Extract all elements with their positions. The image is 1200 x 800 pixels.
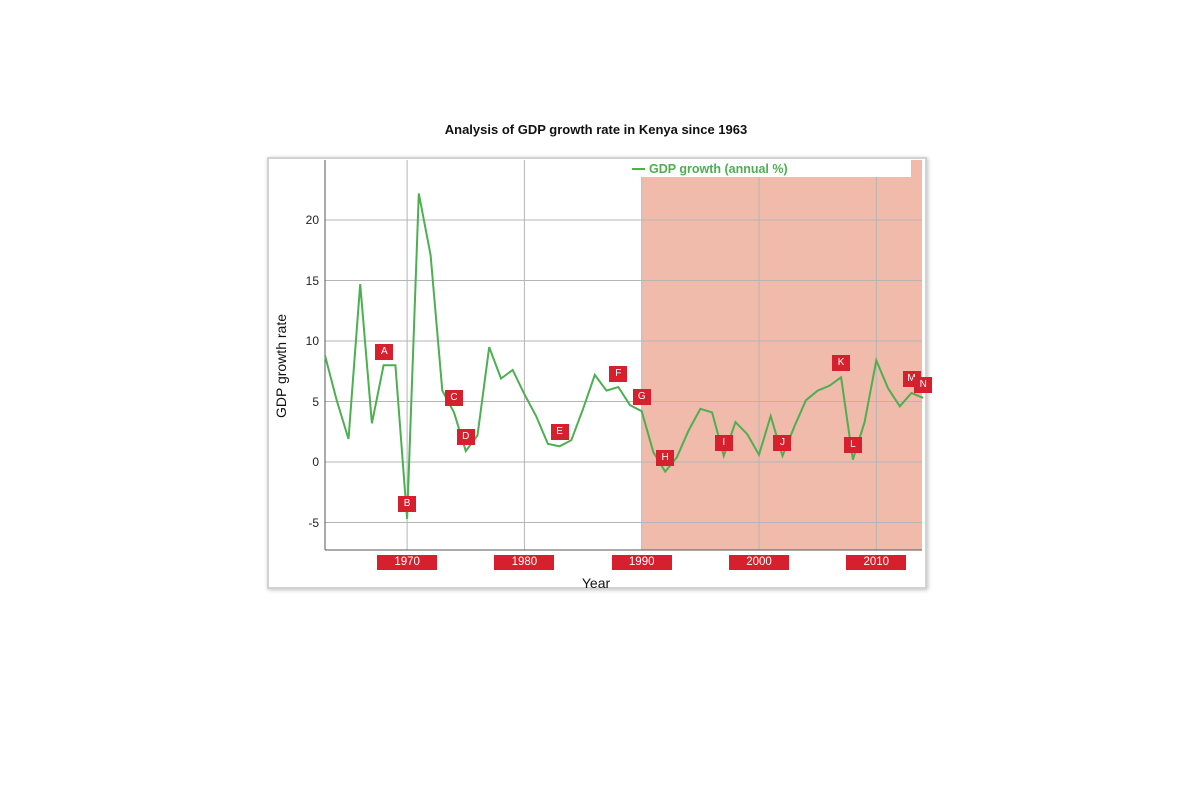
legend[interactable]: GDP growth (annual %): [628, 160, 911, 177]
y-tick-label: 15: [305, 273, 319, 288]
annotation-marker-k[interactable]: K: [832, 354, 851, 371]
x-tick-label: 1970: [377, 555, 438, 570]
annotation-marker-b[interactable]: B: [398, 496, 417, 513]
shaded-region: [641, 160, 922, 550]
annotation-marker-f[interactable]: F: [609, 365, 628, 382]
y-tick-label: 0: [312, 455, 319, 469]
annotation-marker-a[interactable]: A: [375, 343, 394, 360]
x-axis-label: Year: [581, 575, 611, 591]
annotation-marker-c[interactable]: C: [445, 389, 464, 406]
gdp-growth-line: [324, 193, 924, 519]
annotation-marker-l[interactable]: L: [843, 437, 862, 454]
annotation-marker-e[interactable]: E: [550, 423, 569, 440]
annotation-marker-i[interactable]: I: [714, 434, 733, 451]
chart-title: Analysis of GDP growth rate in Kenya sin…: [444, 122, 748, 137]
y-axis-label: GDP growth rate: [273, 313, 289, 419]
annotation-marker-h[interactable]: H: [656, 450, 675, 467]
y-tick-label: 5: [312, 394, 319, 409]
x-tick-label: 2000: [729, 555, 789, 570]
annotation-marker-g[interactable]: G: [632, 388, 651, 405]
annotation-marker-j[interactable]: J: [773, 434, 792, 451]
y-tick-label: 10: [305, 334, 319, 348]
x-tick-label: 1980: [494, 555, 555, 570]
y-tick-label: -5: [308, 515, 319, 530]
x-tick-label: 1990: [611, 555, 672, 570]
annotation-marker-d[interactable]: D: [456, 428, 475, 445]
legend-label: GDP growth (annual %): [649, 161, 788, 176]
x-tick-label: 2010: [846, 555, 907, 570]
legend-line-swatch: [632, 167, 645, 170]
y-tick-label: 20: [305, 213, 319, 227]
annotation-marker-n[interactable]: N: [914, 376, 933, 393]
